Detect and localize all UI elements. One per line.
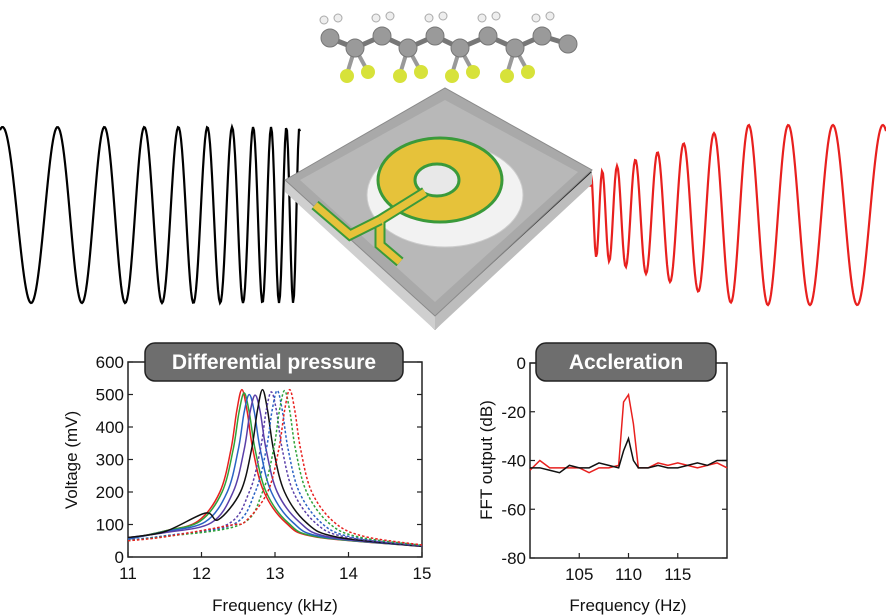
series-line-5	[127, 391, 423, 547]
y-tick-label: 100	[96, 516, 124, 535]
y-tick-label: 0	[517, 354, 526, 373]
y-tick-label: 400	[96, 418, 124, 437]
y-axis-label: FFT output (dB)	[477, 400, 496, 520]
x-tick-label: 11	[119, 564, 137, 583]
voltage-chart: 11 12 13 14 15 0 100 200 300 400 500 600 Frequency …	[62, 342, 432, 615]
y-tick-label: -20	[501, 403, 526, 422]
series-line-6	[127, 389, 423, 547]
sensor-chip-illustration	[284, 87, 593, 330]
x-axis-label: Frequency (Hz)	[569, 596, 686, 615]
series-line-8	[127, 388, 423, 546]
x-tick-label: 14	[339, 564, 358, 583]
molecule-illustration	[319, 11, 578, 83]
x-tick-label: 110	[615, 565, 642, 584]
series-line-0	[529, 392, 728, 474]
plot-frame	[529, 362, 728, 559]
y-tick-label: -80	[501, 549, 526, 568]
x-tick-label: 15	[413, 564, 432, 583]
x-axis-label: Frequency (kHz)	[212, 596, 338, 615]
series-line-4	[127, 388, 423, 548]
series-line-1	[127, 392, 423, 548]
title-badge	[535, 342, 717, 382]
y-tick-label: 300	[96, 451, 124, 470]
title-badge	[144, 342, 404, 382]
y-tick-label: 0	[115, 548, 124, 567]
x-tick-label: 105	[565, 565, 593, 584]
chart-title: Accleration	[569, 351, 683, 374]
y-tick-label: 200	[96, 483, 124, 502]
x-tick-label: 115	[664, 565, 691, 584]
series-line-0	[127, 388, 423, 548]
y-tick-label: -40	[501, 452, 526, 471]
y-tick-label: 500	[96, 386, 124, 405]
x-tick-label: 12	[192, 564, 211, 583]
output-chirp-wave	[588, 123, 886, 307]
y-tick-label: 600	[96, 353, 124, 372]
fft-chart: 105 110 115 0 -20 -40 -60 -80 Frequency (Hz) FF…	[477, 342, 728, 615]
y-axis-label: Voltage (mV)	[62, 411, 81, 509]
chart-title: Differential pressure	[172, 351, 376, 374]
input-chirp-wave	[0, 123, 302, 306]
series-line-2	[127, 393, 423, 548]
series-line-1	[530, 436, 727, 474]
series-line-3	[127, 394, 423, 548]
x-tick-label: 13	[266, 564, 285, 583]
y-tick-label: -60	[501, 500, 526, 519]
